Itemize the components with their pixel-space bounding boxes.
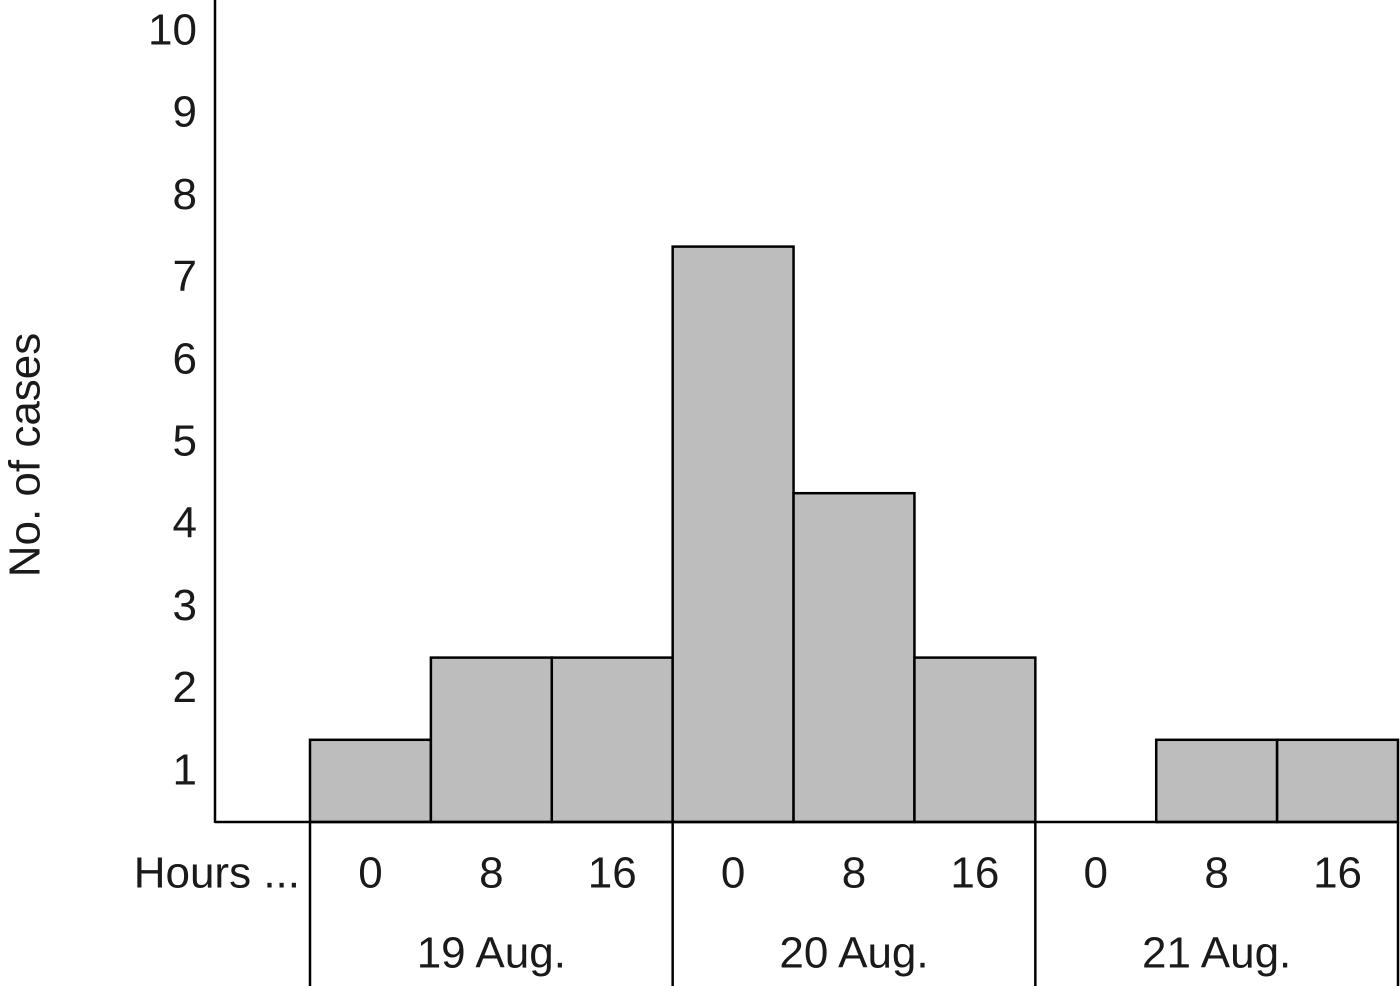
- x-tick-label: 8: [842, 849, 866, 898]
- y-tick-label: 4: [173, 499, 197, 548]
- x-tick-label: 0: [721, 849, 745, 898]
- x-axis-label: Hours ...: [134, 849, 300, 898]
- bar: [792, 491, 916, 824]
- bar: [671, 245, 795, 824]
- bar: [550, 656, 674, 824]
- x-tick-label: 8: [479, 849, 503, 898]
- x-tick-label: 16: [950, 849, 999, 898]
- y-tick-label: 6: [173, 334, 197, 383]
- y-tick-label: 10: [148, 6, 197, 55]
- bar: [308, 738, 433, 824]
- x-tick-label: 8: [1204, 849, 1228, 898]
- bar: [1275, 738, 1400, 824]
- y-tick-label: 8: [173, 170, 197, 219]
- x-tick-label: 16: [588, 849, 637, 898]
- y-tick-label: 3: [173, 581, 197, 630]
- group-label: 21 Aug.: [1142, 929, 1291, 978]
- bar: [913, 656, 1037, 824]
- x-tick-label: 0: [358, 849, 382, 898]
- group-label: 19 Aug.: [417, 929, 566, 978]
- group-label: 20 Aug.: [779, 929, 928, 978]
- x-tick-label: 0: [1084, 849, 1108, 898]
- y-tick-label: 2: [173, 663, 197, 712]
- x-tick-label: 16: [1313, 849, 1362, 898]
- y-axis-label: No. of cases: [1, 333, 50, 578]
- y-tick-label: 9: [173, 88, 197, 137]
- y-tick-label: 1: [173, 745, 197, 794]
- bar: [429, 656, 554, 824]
- y-tick-label: 5: [173, 417, 197, 466]
- y-tick-label: 7: [173, 252, 197, 301]
- bar: [1154, 738, 1279, 824]
